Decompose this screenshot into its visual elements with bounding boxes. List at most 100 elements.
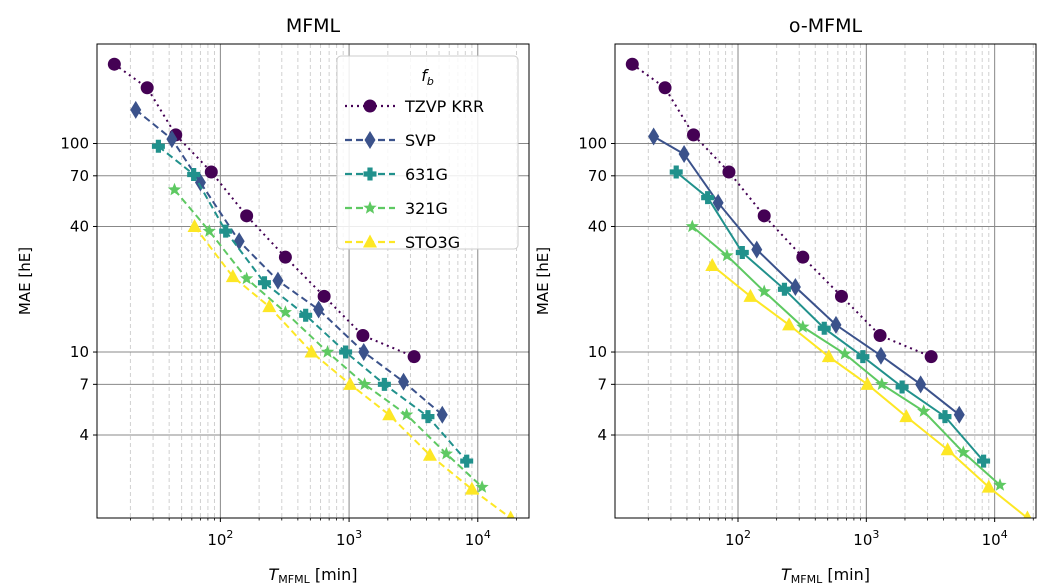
data-point — [278, 305, 292, 318]
legend-label: 321G — [405, 199, 448, 218]
chart-title: MFML — [286, 15, 341, 37]
y-tick-label: 10 — [70, 343, 89, 361]
x-axis-label: TMFML [min] — [269, 565, 358, 586]
legend-marker — [363, 167, 377, 181]
y-tick-label: 40 — [588, 217, 607, 235]
data-point — [187, 168, 201, 182]
data-point — [625, 57, 639, 71]
data-point — [757, 284, 771, 298]
data-point — [225, 269, 240, 283]
data-point — [320, 345, 335, 358]
data-point — [735, 246, 749, 260]
series-line-631g — [157, 145, 468, 462]
data-point — [678, 145, 690, 164]
data-point — [789, 278, 801, 297]
axes-frame — [614, 43, 1037, 519]
data-point — [705, 257, 720, 271]
data-point — [317, 289, 331, 303]
data-point — [830, 315, 842, 334]
legend-marker — [364, 131, 376, 149]
data-point — [687, 128, 701, 142]
data-point — [981, 479, 996, 493]
data-point — [377, 377, 391, 391]
data-point — [956, 445, 970, 459]
data-point — [796, 250, 810, 264]
data-point — [917, 404, 931, 417]
legend-label: TZVP KRR — [404, 97, 484, 116]
data-point — [398, 372, 410, 391]
data-point — [938, 410, 952, 424]
data-point — [856, 350, 870, 364]
data-point — [782, 317, 797, 331]
y-tick-label: 7 — [597, 375, 607, 393]
axes-frame — [96, 43, 530, 519]
y-tick-label: 100 — [578, 134, 607, 152]
legend-title: fb — [421, 66, 434, 88]
x-axis-label: TMFML [min] — [781, 565, 870, 586]
legend-marker — [363, 201, 377, 214]
data-point — [953, 405, 965, 424]
chart-panel-1: 4 7 10 40 70 100 102 103 104 MFML TMFML [min] MAE [… — [16, 15, 530, 586]
data-point — [915, 375, 927, 394]
data-point — [356, 329, 370, 343]
data-point — [151, 139, 165, 153]
legend-marker — [363, 99, 377, 113]
x-tick-label: 102 — [207, 528, 233, 549]
legend-label: 631G — [405, 165, 448, 184]
data-point — [422, 447, 437, 461]
data-point — [860, 376, 875, 390]
data-point — [777, 282, 791, 296]
data-point — [167, 182, 182, 196]
data-point — [993, 478, 1007, 491]
legend: fb TZVP KRR SVP 631G 321G STO3G — [336, 55, 519, 252]
data-point — [875, 346, 887, 365]
data-point — [796, 319, 810, 333]
data-point — [669, 165, 683, 179]
data-point — [743, 288, 758, 302]
data-point — [240, 271, 254, 285]
y-tick-label: 70 — [588, 167, 607, 185]
data-point — [299, 308, 313, 322]
data-point — [204, 165, 218, 179]
grid — [615, 44, 1036, 521]
x-tick-label: 103 — [853, 528, 879, 549]
chart-panel-2: 4 7 10 40 70 100 102 103 104 o-MFML TMFML [min] MAE… — [534, 15, 1037, 586]
legend-box — [336, 55, 519, 250]
data-point — [233, 232, 245, 251]
data-point — [817, 321, 831, 335]
data-point — [439, 446, 453, 460]
data-point — [940, 442, 955, 456]
data-point — [130, 100, 142, 119]
data-point — [166, 130, 178, 149]
data-point — [278, 250, 292, 264]
y-tick-label: 4 — [79, 426, 89, 444]
x-tick-label: 104 — [465, 528, 491, 549]
y-tick-label: 10 — [588, 343, 607, 361]
data-point — [685, 219, 699, 233]
plot-area — [625, 57, 1032, 518]
data-point — [202, 224, 216, 237]
data-point — [712, 193, 724, 212]
y-tick-label: 40 — [70, 217, 89, 235]
data-point — [107, 57, 121, 71]
data-point — [464, 481, 479, 495]
series-line-sto3g — [193, 225, 512, 518]
plot-area — [107, 57, 515, 518]
data-point — [187, 218, 202, 232]
legend-label: STO3G — [405, 233, 460, 252]
data-point — [407, 350, 421, 364]
data-point — [648, 127, 660, 146]
data-point — [895, 380, 909, 394]
data-point — [240, 209, 254, 223]
y-tick-label: 4 — [597, 426, 607, 444]
data-point — [262, 299, 277, 313]
series-line-sto3g — [711, 264, 1029, 518]
x-tick-label: 104 — [982, 528, 1008, 549]
data-point — [460, 454, 474, 468]
data-point — [875, 377, 889, 390]
data-point — [358, 343, 370, 362]
data-point — [257, 276, 271, 290]
data-point — [357, 377, 372, 390]
data-point — [382, 407, 397, 421]
data-point — [140, 81, 154, 95]
